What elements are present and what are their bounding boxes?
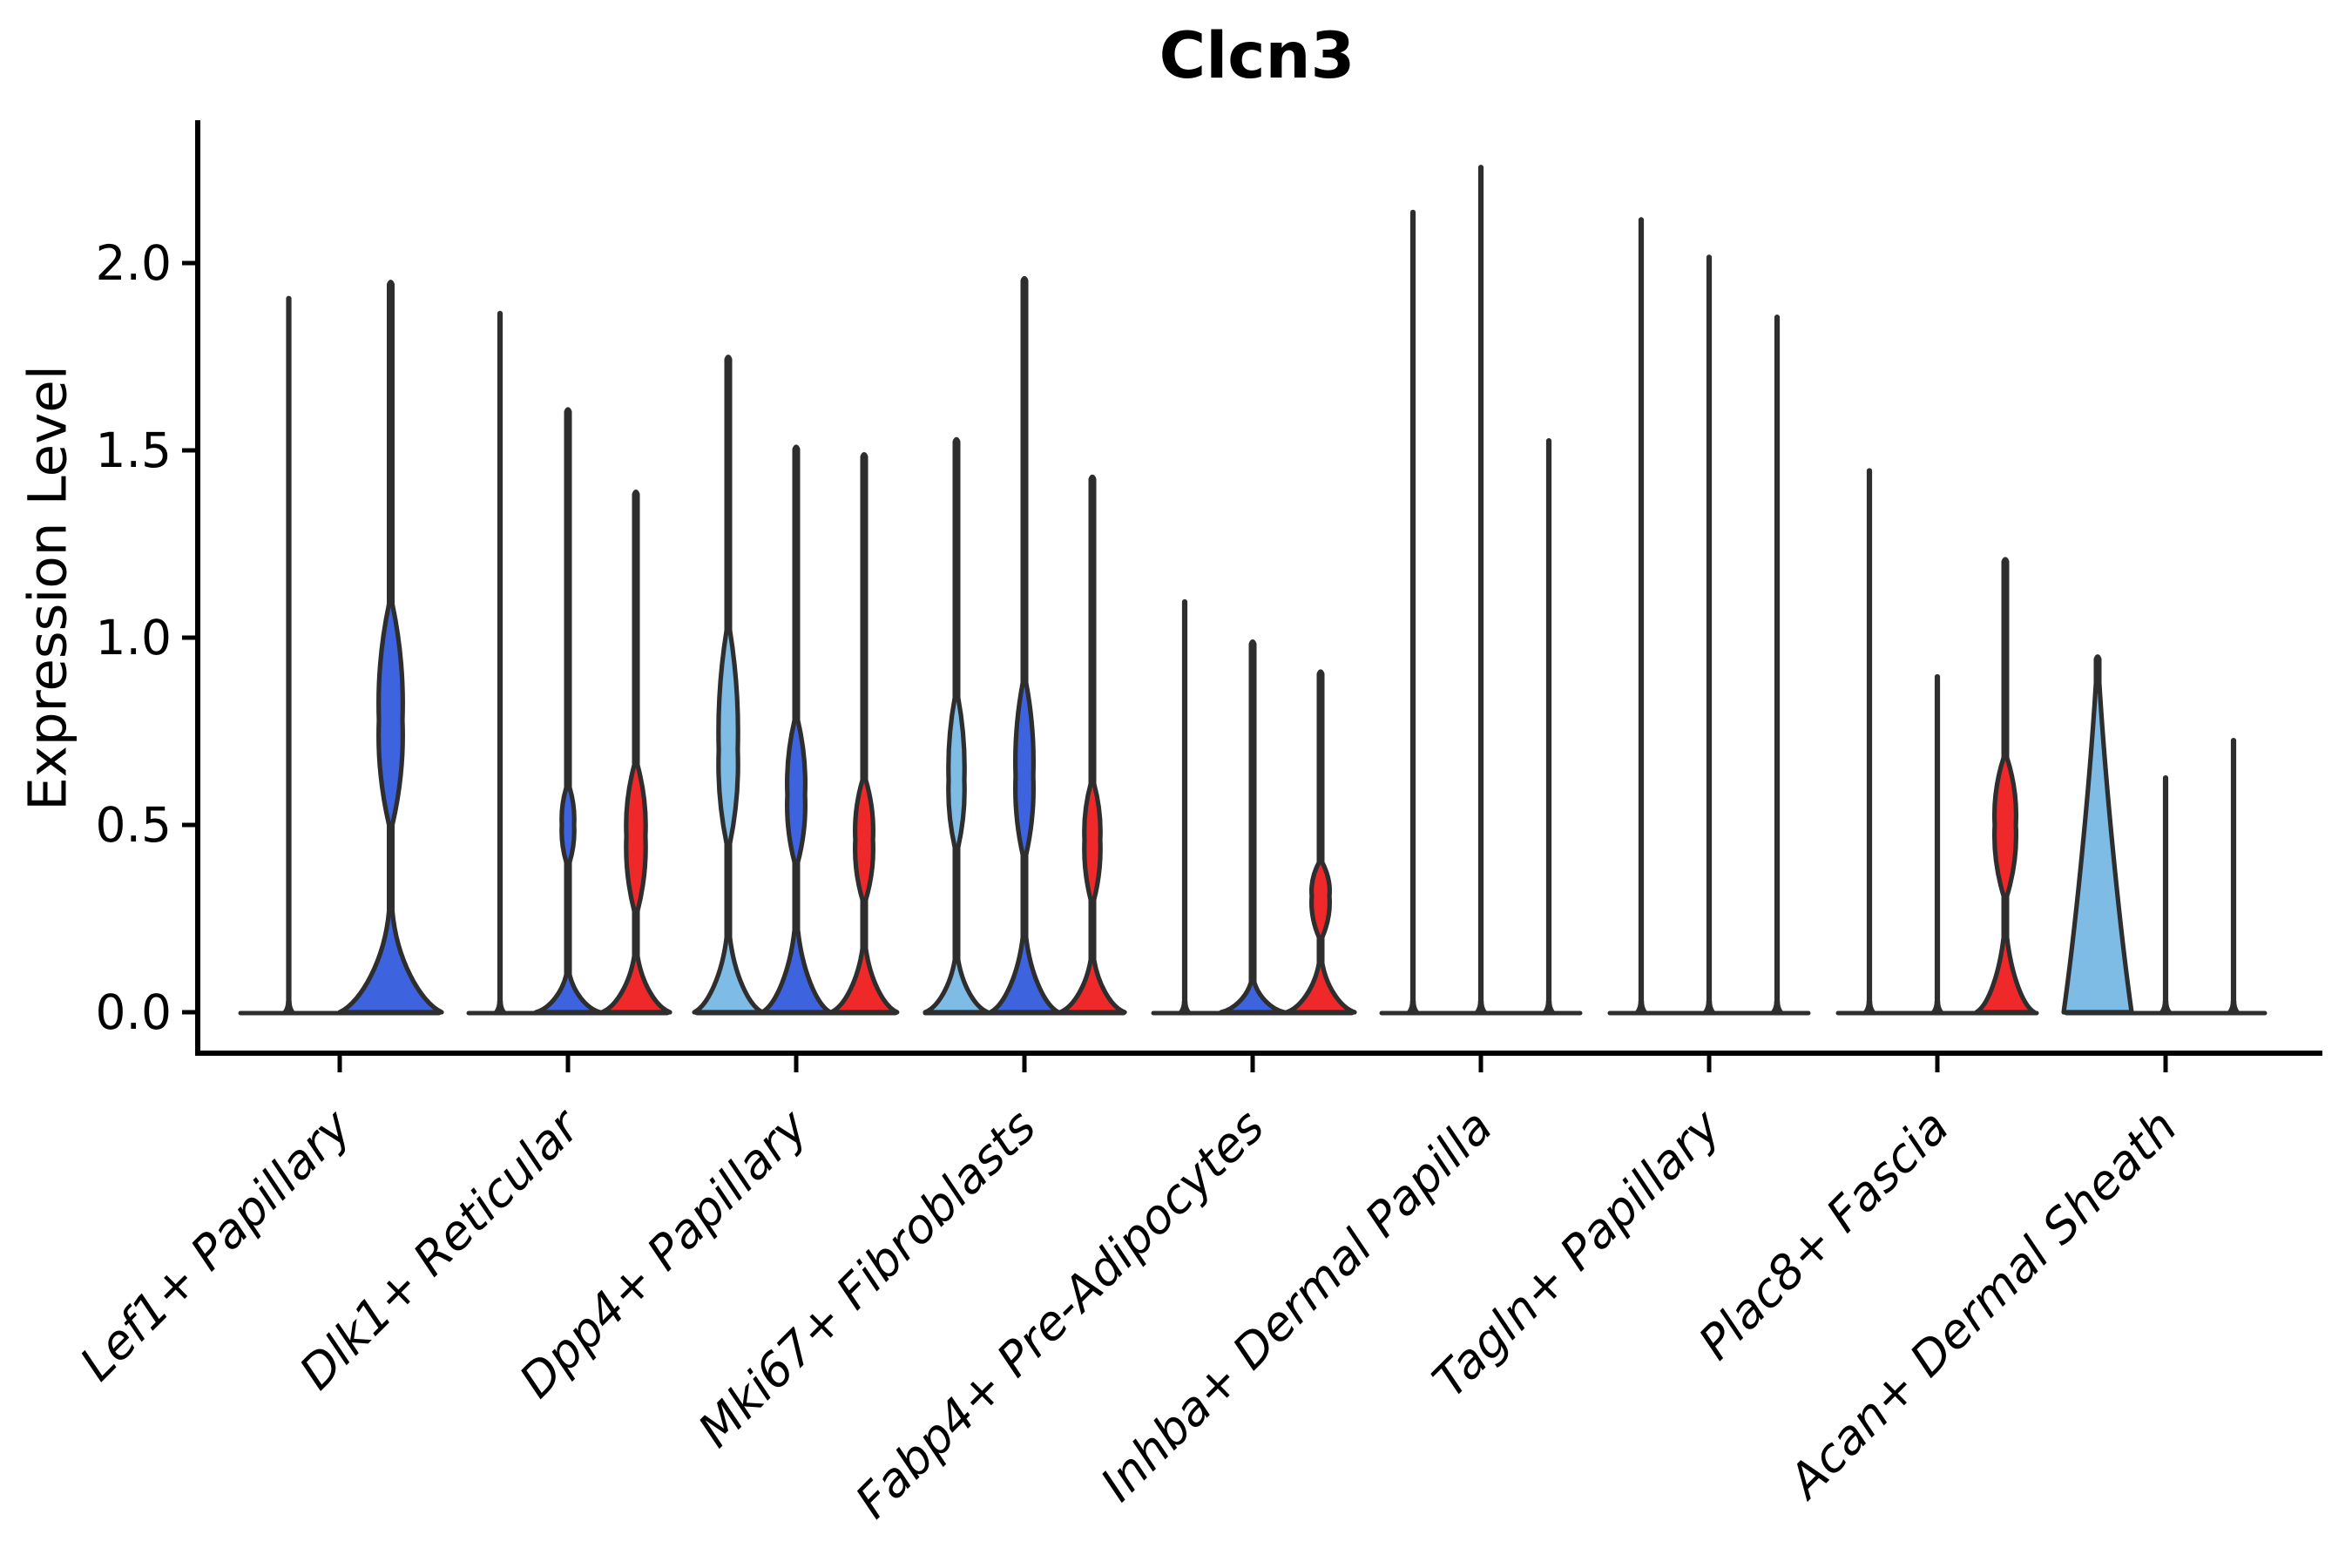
x-tick-label: Fabp4+ Pre-Adipocytes — [845, 1099, 1274, 1529]
violin-tagln-papillary-1 — [1632, 217, 1650, 1016]
y-tick-label: 1.0 — [96, 610, 172, 666]
violin-base-flare — [1632, 1001, 1650, 1014]
violin-base-flare — [1176, 1001, 1193, 1014]
violin-dlk1-reticular-2 — [533, 407, 603, 1015]
violin-base-flare — [1540, 1001, 1558, 1014]
violin-base-flare — [1472, 1001, 1490, 1014]
violin-base-flare — [280, 1001, 298, 1014]
violin-base-flare — [2225, 1001, 2242, 1014]
violin-mki67-fibroblasts-3 — [1058, 474, 1127, 1015]
x-tick-label: Inhba+ Dermal Papilla — [1090, 1099, 1503, 1512]
violin-inhba-dermal-papilla-3 — [1540, 438, 1558, 1016]
violin-mki67-fibroblasts-1 — [923, 436, 990, 1015]
violin-plac8-fascia-1 — [1861, 468, 1878, 1016]
violin-fabp4-pre-adipocytes-3 — [1284, 669, 1357, 1015]
violin-fabp4-pre-adipocytes-2 — [1219, 639, 1287, 1015]
violin-base-flare — [1861, 1001, 1878, 1014]
violin-lef1-papillary-2 — [337, 280, 444, 1015]
violin-acan-dermal-sheath-3 — [2225, 737, 2242, 1016]
violin-dpp4-papillary-2 — [760, 444, 833, 1015]
violin-plac8-fascia-2 — [1929, 673, 1946, 1016]
violin-acan-dermal-sheath-2 — [2157, 774, 2174, 1016]
y-tick-label: 2.0 — [96, 235, 172, 291]
violin-base-flare — [1929, 1001, 1946, 1014]
y-tick-label: 1.5 — [96, 422, 172, 478]
violin-tagln-papillary-3 — [1768, 314, 1786, 1016]
violin-dlk1-reticular-3 — [599, 489, 672, 1015]
violin-inhba-dermal-papilla-2 — [1472, 165, 1490, 1016]
violin-tagln-papillary-2 — [1700, 254, 1718, 1016]
x-tick-label: Acan+ Dermal Sheath — [1776, 1099, 2187, 1511]
violin-plac8-fascia-3 — [1974, 557, 2037, 1015]
violin-base-flare — [1700, 1001, 1718, 1014]
violin-lef1-papillary-1 — [280, 295, 298, 1016]
violin-mki67-fibroblasts-2 — [988, 275, 1061, 1015]
violin-base-flare — [1768, 1001, 1786, 1014]
y-tick-label: 0.5 — [96, 797, 172, 853]
violin-dlk1-reticular-1 — [491, 310, 509, 1016]
violin-fabp4-pre-adipocytes-1 — [1176, 598, 1193, 1016]
violin-base-flare — [491, 1001, 509, 1014]
violin-dpp4-papillary-1 — [692, 355, 765, 1015]
violin-base-flare — [1404, 1001, 1422, 1014]
violin-base-flare — [2157, 1001, 2174, 1014]
violin-inhba-dermal-papilla-1 — [1404, 209, 1422, 1016]
violin-dpp4-papillary-3 — [828, 451, 900, 1015]
y-tick-label: 0.0 — [96, 984, 172, 1040]
chart-title: Clcn3 — [1159, 19, 1355, 93]
violin-acan-dermal-sheath-1 — [2061, 654, 2134, 1015]
